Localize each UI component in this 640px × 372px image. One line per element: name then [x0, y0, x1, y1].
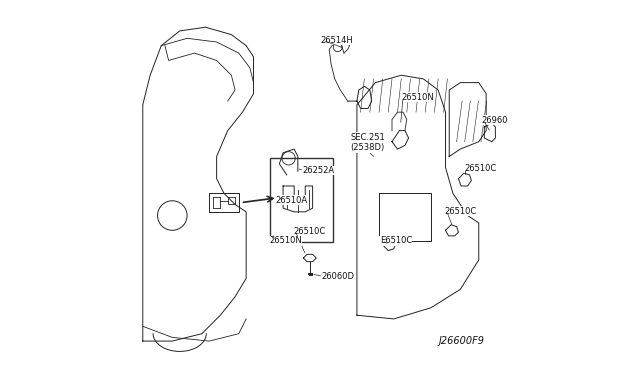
Text: J26600F9: J26600F9 [438, 336, 484, 346]
Text: 26510A: 26510A [276, 196, 308, 205]
Text: E6510C: E6510C [380, 236, 412, 245]
Text: 26510N: 26510N [269, 236, 302, 245]
Text: 26510C: 26510C [464, 164, 496, 173]
Text: 26252A: 26252A [302, 166, 335, 175]
Text: 26510N: 26510N [401, 93, 434, 102]
Text: SEC.251
(2538D): SEC.251 (2538D) [350, 133, 385, 152]
Text: 26060D: 26060D [321, 272, 355, 281]
Text: 26510C: 26510C [445, 206, 477, 216]
Text: 26960: 26960 [482, 116, 508, 125]
Text: 26510C: 26510C [293, 227, 326, 235]
Text: 26514H: 26514H [321, 36, 353, 45]
